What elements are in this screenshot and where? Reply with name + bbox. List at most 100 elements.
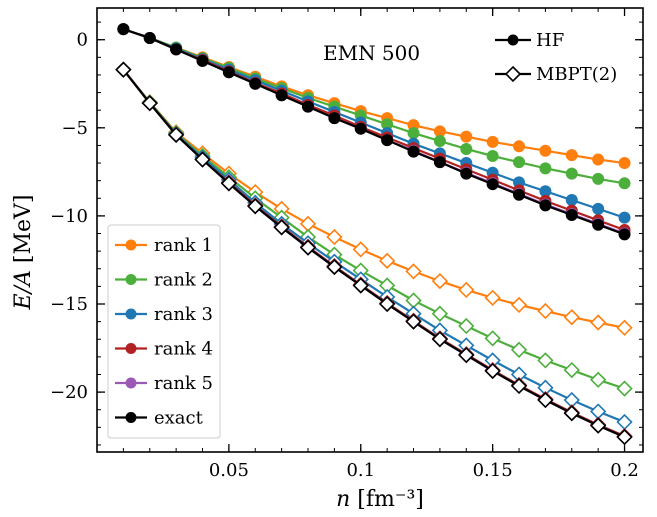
legend-marker-circle	[125, 308, 137, 320]
data-point	[616, 319, 633, 336]
legend-label: MBPT(2)	[536, 64, 617, 85]
y-axis-label: E/A [MeV]	[11, 195, 36, 311]
series-layer	[115, 23, 633, 446]
y-tick-label: −20	[50, 382, 88, 403]
data-point	[352, 277, 369, 294]
data-point	[379, 295, 396, 313]
data-point	[379, 252, 396, 269]
data-point	[565, 167, 578, 180]
data-point	[167, 126, 185, 143]
data-point	[486, 135, 499, 148]
data-point	[539, 162, 552, 175]
data-point	[431, 272, 449, 290]
data-point	[328, 112, 341, 125]
legend-label: rank 4	[154, 339, 213, 360]
chart-annotation: EMN 500	[323, 41, 420, 65]
data-point	[565, 209, 578, 222]
data-point	[486, 150, 499, 162]
data-point	[510, 377, 528, 395]
data-point	[222, 66, 235, 79]
data-point	[513, 140, 526, 153]
y-tick-label: −10	[50, 206, 88, 227]
series-exact-hf	[117, 23, 631, 241]
axes-layer: 0.05 0.1 0.15 0.2 0 −5 −10 −15 −20	[50, 7, 644, 481]
data-point	[618, 177, 631, 190]
data-point	[537, 352, 554, 369]
legend-marker-circle	[125, 274, 137, 285]
data-point	[407, 127, 420, 140]
data-point	[460, 142, 473, 155]
data-point	[431, 331, 449, 348]
data-point	[484, 330, 501, 347]
data-point	[563, 309, 580, 326]
data-point	[592, 202, 605, 215]
data-point	[592, 153, 605, 166]
legend-ranks: rank 1 rank 2 rank 3 rank 4 rank 5 exact	[115, 235, 213, 429]
legend-label: rank 1	[154, 235, 213, 256]
data-point	[194, 151, 211, 168]
data-point	[458, 281, 475, 299]
y-tick-label: −15	[50, 294, 88, 315]
data-point	[513, 188, 526, 201]
data-point	[458, 317, 475, 335]
data-point	[565, 149, 578, 162]
data-point	[273, 219, 290, 236]
data-point	[405, 263, 422, 280]
series-exact-mbpt2	[115, 61, 633, 446]
legend-ranks-frame	[107, 224, 221, 439]
data-point	[590, 314, 607, 331]
data-point	[115, 61, 132, 78]
data-point	[407, 145, 420, 158]
data-point	[616, 428, 633, 446]
data-point	[405, 313, 422, 330]
data-point	[196, 54, 209, 67]
data-point	[513, 156, 526, 169]
legend-methods: HF MBPT(2)	[495, 30, 617, 85]
x-tick-label: 0.15	[473, 460, 513, 481]
legend-label: exact	[154, 408, 204, 429]
data-point	[484, 289, 501, 306]
data-point	[249, 77, 262, 90]
data-point	[433, 135, 446, 148]
data-point	[537, 302, 554, 320]
data-point	[590, 371, 607, 388]
data-point	[616, 380, 633, 397]
data-point	[247, 198, 264, 215]
data-point	[381, 134, 394, 147]
y-tick-label: 0	[77, 30, 88, 51]
data-point	[299, 239, 317, 256]
x-tick-label: 0.1	[346, 460, 375, 481]
x-axis-label: n [fm⁻³]	[336, 487, 424, 512]
data-point	[486, 178, 499, 191]
data-point	[143, 31, 156, 44]
data-point	[458, 346, 475, 364]
data-point	[433, 156, 446, 169]
data-point	[460, 167, 473, 180]
data-point	[220, 175, 238, 192]
data-point	[592, 218, 605, 231]
data-point	[299, 215, 317, 232]
data-point	[563, 405, 580, 422]
data-point	[618, 211, 631, 224]
data-point	[484, 362, 501, 380]
legend-marker-circle	[125, 343, 137, 354]
data-point	[275, 89, 288, 102]
x-tick-label: 0.2	[610, 460, 639, 481]
data-point	[354, 122, 367, 135]
legend-marker-circle	[125, 239, 137, 251]
legend-label: rank 5	[154, 373, 213, 394]
data-point	[460, 130, 473, 143]
data-point	[539, 144, 552, 157]
data-point	[302, 100, 315, 113]
data-point	[592, 172, 605, 185]
data-point	[616, 413, 633, 431]
data-point	[117, 23, 130, 36]
legend-marker-circle	[507, 34, 519, 46]
data-point	[141, 95, 158, 112]
data-point	[618, 228, 631, 241]
plot-frame	[96, 7, 644, 453]
legend-label: rank 2	[154, 270, 213, 291]
data-point	[537, 391, 554, 409]
data-point	[565, 194, 578, 207]
